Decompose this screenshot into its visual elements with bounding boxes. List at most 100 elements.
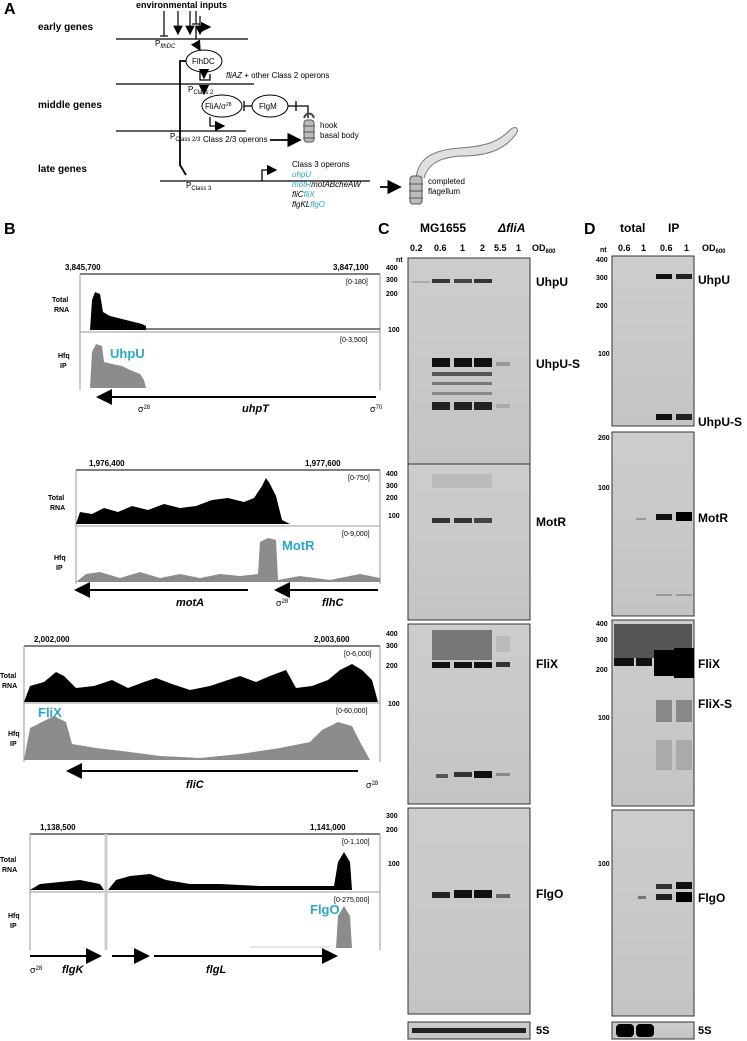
ip-label: IP [60, 363, 67, 370]
od-value: 0.6 [618, 243, 631, 253]
hook-text: hook [320, 121, 338, 130]
ladder-mark: 400 [386, 265, 398, 272]
ladder-mark: 200 [386, 495, 398, 502]
panel-b-label: B [4, 221, 16, 238]
gene-flic: fliC [186, 779, 205, 791]
gel-c2: 400 300 200 100 MotR [386, 463, 566, 621]
ip-label: IP [10, 923, 17, 930]
band-5s: 5S [536, 1025, 549, 1037]
total-rna-profile [76, 478, 380, 524]
range-total: [0-1,100] [342, 839, 370, 846]
p-class23: PClass 2/3 [170, 132, 201, 143]
flia-node [201, 94, 243, 118]
ladder-mark: 100 [388, 861, 400, 868]
ladder-mark: 200 [386, 291, 398, 298]
nt-label: nt [600, 247, 607, 254]
gel-d3: 400 300 200 100 FliX FliX-S [596, 619, 732, 807]
band-flix: FliX [536, 657, 558, 671]
coord-end: 2,003,600 [314, 635, 350, 644]
hook-basal-body-icon [303, 112, 315, 143]
ladder-mark: 100 [598, 485, 610, 492]
sigma70-marker: σ70 [370, 404, 383, 414]
od-value: 5.5 [494, 243, 507, 253]
ladder-mark: 100 [388, 513, 400, 520]
gel-c4: 300 200 100 FlgO [386, 807, 563, 1015]
class3-text: Class 3 operons [292, 160, 350, 169]
class3-motr: motRmotABcheAW [292, 180, 362, 189]
class3-flgkl: flgKLflgO [292, 200, 325, 209]
class3-uhpu: uhpU [292, 170, 311, 179]
panel-a: A environmental inputs early genes middl… [4, 0, 518, 209]
fliaz-text: fliAZ + other Class 2 operons [226, 71, 329, 80]
coord-start: 1,976,400 [89, 459, 125, 468]
gene-flhc: flhC [322, 597, 344, 609]
ladder-mark: 100 [598, 715, 610, 722]
od-label: OD600 [702, 243, 726, 255]
ladder-mark: 300 [386, 813, 398, 820]
ladder-mark: 100 [388, 327, 400, 334]
range-ip: [0-275,000] [334, 897, 369, 904]
ladder-mark: 200 [386, 663, 398, 670]
hfq-label: Hfq [8, 731, 20, 738]
flgm-text: FlgM [259, 102, 277, 111]
range-ip: [0-3,500] [340, 337, 368, 344]
strain-flia: ΔfliA [497, 221, 525, 235]
srna-label-flix: FliX [38, 705, 62, 720]
gene-flgl: flgL [206, 964, 226, 976]
coord-start: 3,845,700 [65, 263, 101, 272]
panel-c-label: C [378, 221, 390, 238]
band-motr: MotR [536, 515, 566, 529]
range-ip: [0-60,000] [336, 708, 368, 715]
ladder-mark: 300 [386, 643, 398, 650]
panel-d: D total IP 0.6 1 0.6 1 OD600 nt 400 300 … [584, 221, 742, 1040]
coord-start: 1,138,500 [40, 823, 76, 832]
track-uhpt: 3,845,700 3,847,100 [0-180] [0-3,500] To… [52, 263, 383, 415]
track-flic: 2,002,000 2,003,600 [0-6,000] [0-60,000]… [0, 635, 381, 791]
class3-flic: fliCfliX [292, 190, 315, 199]
srna-label-flgo: FlgO [310, 902, 340, 917]
coord-start: 2,002,000 [34, 635, 70, 644]
od-value: 1 [684, 243, 689, 253]
gel-c5s: 5S [407, 1021, 549, 1040]
range-total: [0-180] [346, 279, 368, 286]
ip-label: IP [10, 741, 17, 748]
completed-text: completed [428, 177, 465, 186]
total-rna-profile [24, 664, 378, 702]
hfq-ip-peak [336, 906, 352, 948]
coord-end: 3,847,100 [333, 263, 369, 272]
gene-uhpt: uhpT [242, 403, 270, 415]
rna-label: RNA [2, 683, 17, 690]
band-flgo: FlgO [698, 891, 725, 905]
total-label: Total [0, 857, 16, 864]
ladder-mark: 300 [596, 275, 608, 282]
ladder-mark: 400 [386, 471, 398, 478]
ladder-mark: 200 [596, 667, 608, 674]
gel-d1: 400 300 200 100 UhpU UhpU-S [596, 255, 742, 429]
total-label: Total [0, 673, 16, 680]
gel-d5s: 5S [611, 1021, 711, 1040]
ladder-mark: 200 [598, 435, 610, 442]
ladder-mark: 400 [596, 257, 608, 264]
flia-text: FliA/σ28 [205, 102, 232, 111]
flagellum-text: flagellum [428, 187, 460, 196]
srna-label-motr: MotR [282, 538, 315, 553]
gene-flgk: flgK [62, 964, 84, 976]
band-uhpu: UhpU [698, 273, 730, 287]
p-flhdc: PflhDC [155, 39, 176, 50]
od-label: OD600 [532, 243, 556, 255]
late-genes-label: late genes [38, 164, 87, 175]
range-ip: [0-9,000] [342, 531, 370, 538]
sigma28-marker: σ28 [30, 965, 43, 975]
rna-label: RNA [50, 505, 65, 512]
band-5s: 5S [698, 1025, 711, 1037]
p-class3: PClass 3 [186, 181, 212, 192]
flagellum-icon [409, 126, 518, 205]
panel-d-label: D [584, 221, 596, 238]
sigma28-marker: σ28 [366, 780, 379, 790]
coord-end: 1,977,600 [305, 459, 341, 468]
range-total: [0-6,000] [344, 651, 372, 658]
rna-label: RNA [2, 867, 17, 874]
lane-ip: IP [668, 221, 679, 235]
gel-c1: 400 300 200 100 UhpU UhpU-S [386, 257, 580, 465]
ladder-mark: 300 [386, 483, 398, 490]
